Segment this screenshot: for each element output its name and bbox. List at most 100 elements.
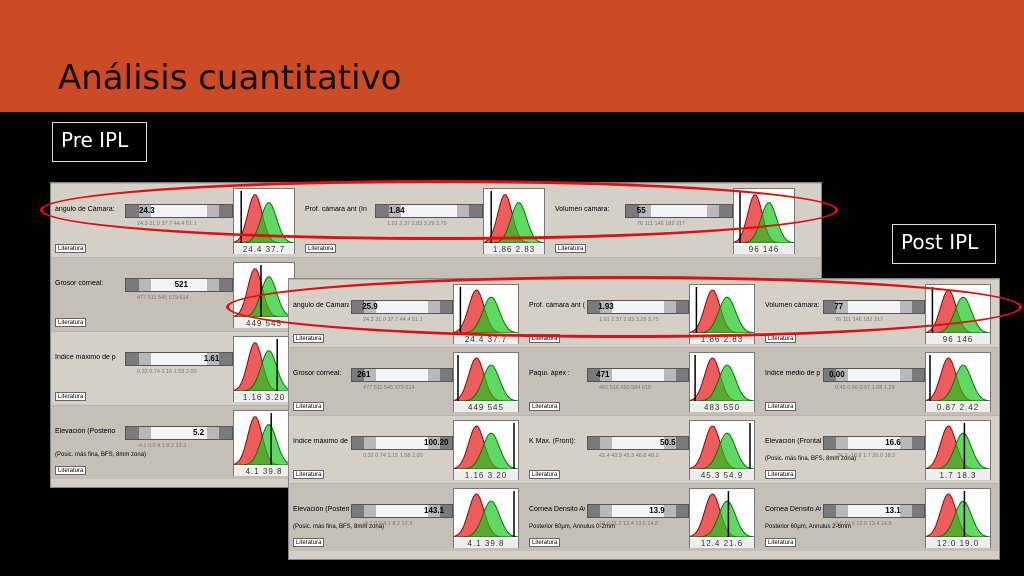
scale-segment (588, 437, 600, 449)
green-distribution-curve (926, 500, 990, 537)
distribution-range: 449 545 (234, 319, 294, 328)
scale-segment (836, 369, 848, 381)
scale-ticks: 0.32 0.74 1.16 1.58 2.00 (137, 369, 197, 375)
param-cell: Cornea Densito Av 13.9 10.0 11.2 12.4 13.6… (525, 484, 761, 551)
literatura-button[interactable]: Literatura (55, 244, 87, 253)
scale-ticks: -4.1 0.0 4.1 8.2 12.3 (363, 521, 413, 527)
green-distribution-curve (690, 364, 754, 401)
scale-segment (206, 279, 220, 291)
distribution-range: 1.16 3.20 (454, 471, 518, 480)
scale-segment (588, 369, 600, 381)
scale-bar: 521 (125, 278, 233, 292)
literatura-button[interactable]: Literatura (55, 466, 87, 475)
literatura-button[interactable]: Literatura (55, 392, 87, 401)
scale-segment (600, 505, 612, 517)
scale-segment (151, 279, 179, 291)
slide-title: Análisis cuantitativo (58, 58, 402, 98)
scale-ticks: 477 511 545 579 614 (137, 295, 189, 301)
scale-segment (138, 353, 152, 365)
distribution-plot: 4.1 39.8 (453, 488, 519, 548)
scale-segment (151, 427, 179, 439)
param-name: Indice máximo de p (293, 438, 349, 445)
param-cell: Indice máximo de p 100.20 0.32 0.74 1.15 1… (289, 416, 525, 483)
param-cell: Indice máximo de p 1.61 0.32 0.74 1.16 1.5… (51, 332, 301, 405)
scale-segment (676, 437, 688, 449)
scale-segment (638, 369, 664, 381)
scale-segment (600, 437, 612, 449)
param-row: Grosor córneal: 261 477 511 545 579 614 Lit… (289, 347, 999, 415)
param-cell: Grosor córneal: 261 477 511 545 579 614 Lit… (289, 348, 525, 415)
scale-bar: 471 (587, 368, 689, 382)
scale-segment (874, 369, 900, 381)
scale-segment (848, 505, 874, 517)
scale-segment (352, 369, 364, 381)
literatura-button[interactable]: Literatura (305, 244, 337, 253)
param-name: Elevación (Posterio (293, 506, 349, 513)
literatura-button[interactable]: Literatura (293, 334, 325, 343)
distribution-curves (926, 355, 990, 401)
scale-bar: 100.20 (351, 436, 453, 450)
param-cell: Elevación (Posterio 143.1 -4.1 0.0 4.1 8.2… (289, 484, 525, 551)
scale-segment (664, 369, 676, 381)
distribution-curves (234, 413, 294, 465)
param-cell: K Max. (Front): 50.5 42.4 43.9 45.3 46.8 4… (525, 416, 761, 483)
literatura-button[interactable]: Literatura (765, 470, 797, 479)
param-cell: Paqui. ápex : 471 482 516 550 584 618 Liter… (525, 348, 761, 415)
literatura-button[interactable]: Literatura (55, 318, 87, 327)
literatura-button[interactable]: Literatura (765, 402, 797, 411)
literatura-button[interactable]: Literatura (293, 470, 325, 479)
scale-segment (638, 437, 664, 449)
green-distribution-curve (234, 424, 294, 465)
scale-segment (126, 427, 139, 439)
param-note: Posterior 60µm, Annulus 2-6mm (765, 524, 851, 530)
green-distribution-curve (926, 432, 990, 469)
green-distribution-curve (454, 500, 518, 537)
scale-segment (402, 437, 428, 449)
param-name: K Max. (Front): (529, 438, 576, 445)
param-cell: Indice medio de p 0.00 0.45 0.66 0.87 1.08… (761, 348, 997, 415)
literatura-button[interactable]: Literatura (529, 470, 561, 479)
param-name: Grosor córneal: (293, 370, 342, 377)
slide-header (0, 0, 1024, 112)
literatura-button[interactable]: Literatura (529, 402, 561, 411)
scale-segment (824, 505, 836, 517)
param-name: Cornea Densito Av (529, 506, 585, 513)
literatura-button[interactable]: Literatura (293, 402, 325, 411)
scale-segment (874, 505, 900, 517)
distribution-curves (454, 491, 518, 537)
scale-bar: 13.1 (823, 504, 925, 518)
scale-segment (402, 505, 428, 517)
scale-segment (352, 437, 364, 449)
param-value: 261 (357, 370, 371, 379)
param-name: Grosor córneal: (55, 280, 104, 287)
scale-segment (600, 369, 612, 381)
highlight-ellipse-post (226, 276, 1022, 338)
param-value: 50.5 (660, 438, 676, 447)
scale-segment (178, 427, 207, 439)
scale-ticks: -34.9 -16.6 1.7 20.0 38.3 (835, 453, 896, 459)
scale-segment (126, 279, 139, 291)
literatura-button[interactable]: Literatura (293, 538, 325, 547)
scale-segment (588, 505, 600, 517)
pre-ipl-label: Pre IPL (52, 122, 147, 162)
scale-segment (376, 437, 402, 449)
scale-segment (219, 427, 232, 439)
scale-segment (836, 437, 848, 449)
scale-ticks: 10.0 11.2 12.4 13.6 14.8 (599, 521, 659, 527)
distribution-range: 45.3 54.9 (690, 471, 754, 480)
distribution-curves (690, 355, 754, 401)
green-distribution-curve (454, 364, 518, 401)
param-name: Elevación (Posterio (55, 428, 116, 435)
param-name: Elevación (Frontal) (765, 438, 821, 445)
scale-segment (138, 279, 152, 291)
literatura-button[interactable]: Literatura (529, 538, 561, 547)
distribution-curves (926, 491, 990, 537)
distribution-range: 12.0 19.0 (926, 539, 990, 548)
distribution-range: 96 146 (734, 245, 794, 254)
literatura-button[interactable]: Literatura (555, 244, 587, 253)
distribution-range: 96 146 (926, 335, 990, 344)
scale-segment (440, 369, 452, 381)
literatura-button[interactable]: Literatura (765, 538, 797, 547)
scale-bar: 0.00 (823, 368, 925, 382)
highlight-ellipse-pre (40, 180, 838, 240)
